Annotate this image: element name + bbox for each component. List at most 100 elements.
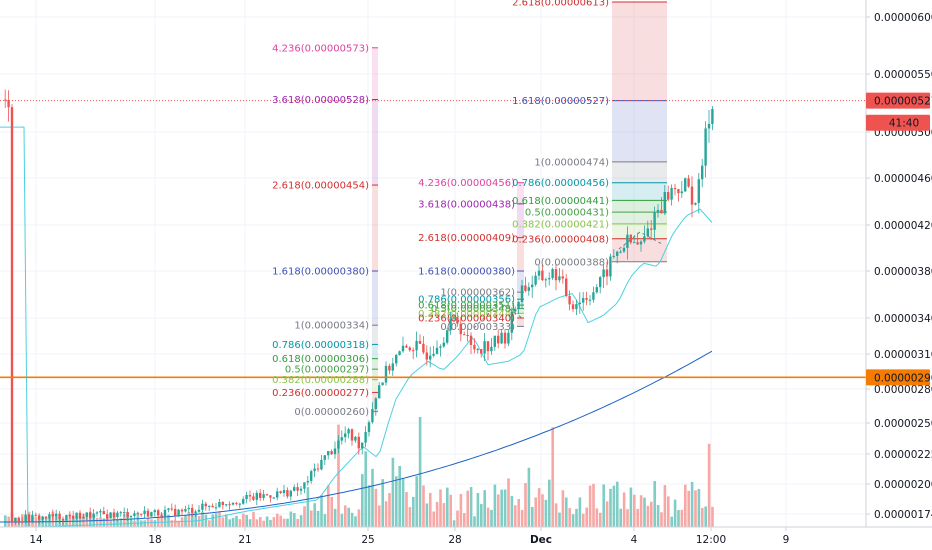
- candle-body: [520, 285, 524, 302]
- volume-bar: [514, 505, 517, 527]
- candle-body: [650, 228, 653, 230]
- volume-bar: [568, 508, 571, 527]
- volume-bar: [197, 516, 201, 527]
- fib-zone: [612, 238, 667, 262]
- candle-body: [643, 236, 646, 242]
- volume-bar: [531, 507, 534, 527]
- candle-body: [656, 209, 660, 213]
- fib-level-label: 1(0.00000362): [440, 288, 515, 299]
- time-tick-label: 4: [631, 534, 638, 546]
- fib-zone: [517, 313, 524, 318]
- volume-bar: [701, 507, 704, 527]
- candle-body: [609, 256, 612, 277]
- price-tick-label: 0.00000250: [874, 418, 932, 430]
- volume-bar: [140, 520, 143, 527]
- volume-bar: [697, 488, 701, 527]
- volume-bar: [153, 520, 157, 527]
- chart-grid: [0, 0, 866, 527]
- volume-bar: [673, 499, 677, 527]
- candle-body: [347, 429, 350, 434]
- candle-body: [711, 109, 714, 124]
- fib-zone: [517, 318, 524, 327]
- volume-bar: [398, 465, 401, 527]
- volume-bar: [422, 485, 425, 527]
- volume-bar: [293, 512, 296, 527]
- volume-bar: [643, 497, 646, 527]
- candle-body: [565, 278, 568, 296]
- volume-bar: [694, 490, 697, 527]
- candle-body: [582, 298, 585, 303]
- candle-body: [269, 495, 272, 498]
- volume-bar: [194, 511, 197, 527]
- candle-body: [507, 332, 510, 344]
- fib-zone: [372, 325, 378, 345]
- fib-level-label: 0.786(0.00000456): [512, 178, 609, 189]
- candle-body: [616, 251, 619, 256]
- candle-body: [323, 455, 326, 460]
- fib-zone: [612, 100, 667, 162]
- candle-body: [384, 365, 388, 383]
- volume-bar: [490, 509, 493, 527]
- price-badge: [866, 369, 930, 386]
- candle-body: [133, 513, 136, 517]
- candle-body: [282, 490, 286, 494]
- volume-bar: [629, 487, 633, 527]
- candle-body: [92, 513, 95, 518]
- fib-level-label: 0.618(0.00000306): [272, 354, 369, 365]
- candle-body: [85, 512, 88, 517]
- candle-body: [395, 355, 398, 364]
- candle-body: [449, 318, 452, 331]
- candlesticks: [4, 89, 714, 526]
- fib-level-label: 2.618(0.00000613): [512, 0, 609, 9]
- volume-bar: [435, 501, 439, 527]
- candle-body: [208, 505, 211, 507]
- candle-body: [544, 279, 547, 281]
- volume-bar: [687, 490, 690, 527]
- volume-bar: [480, 504, 483, 527]
- candle-body: [24, 514, 27, 522]
- candle-body: [391, 363, 394, 371]
- time-tick-label: 21: [238, 534, 251, 546]
- volume-bar: [646, 505, 650, 527]
- volume-bar: [259, 516, 262, 527]
- fib-extension-labels: 4.236(0.00000573) 3.618(0.00000528) 2.618(…: [272, 0, 609, 418]
- volume-bar: [4, 515, 7, 527]
- candle-body: [429, 355, 432, 360]
- volume-bar: [245, 515, 248, 527]
- volume-bar: [123, 513, 126, 527]
- candle-body: [500, 332, 503, 344]
- time-axis[interactable]: 14 18 21 25 28 Dec 4 12:00 9: [0, 526, 932, 550]
- candle-body: [38, 515, 41, 520]
- candle-body: [517, 301, 520, 309]
- volume-bar: [476, 493, 480, 527]
- fib-level-label: 0.618(0.00000441): [512, 196, 609, 207]
- volume-bar: [561, 490, 565, 527]
- candle-body: [599, 277, 602, 288]
- volume-bar: [619, 508, 622, 527]
- candle-body: [585, 298, 588, 300]
- volume-bar: [367, 485, 371, 527]
- volume-bar: [65, 520, 68, 527]
- candle-body: [82, 516, 85, 519]
- fib-level-label: 3.618(0.00000528): [272, 95, 369, 106]
- volume-bar: [565, 497, 568, 527]
- candle-body: [191, 507, 194, 513]
- candle-body: [140, 513, 143, 515]
- fib-zone: [517, 237, 524, 271]
- fib-zone: [517, 305, 524, 309]
- volume-bar: [592, 483, 595, 527]
- candle-body: [265, 494, 269, 496]
- price-tick-label: 0.00000200: [874, 479, 932, 491]
- candle-body: [432, 353, 435, 356]
- fib-level-label: 1.618(0.00000380): [272, 267, 369, 278]
- fib-zone: [372, 47, 378, 100]
- price-axis[interactable]: 0.000006000.000005500.000005000.00000460…: [865, 0, 932, 550]
- candle-body: [10, 107, 14, 522]
- candle-body: [14, 517, 17, 522]
- volume-bar: [595, 508, 599, 527]
- candle-body: [527, 287, 530, 291]
- candle-body: [163, 509, 167, 517]
- moving-average-fast: [0, 126, 713, 528]
- volume-bar: [296, 518, 299, 527]
